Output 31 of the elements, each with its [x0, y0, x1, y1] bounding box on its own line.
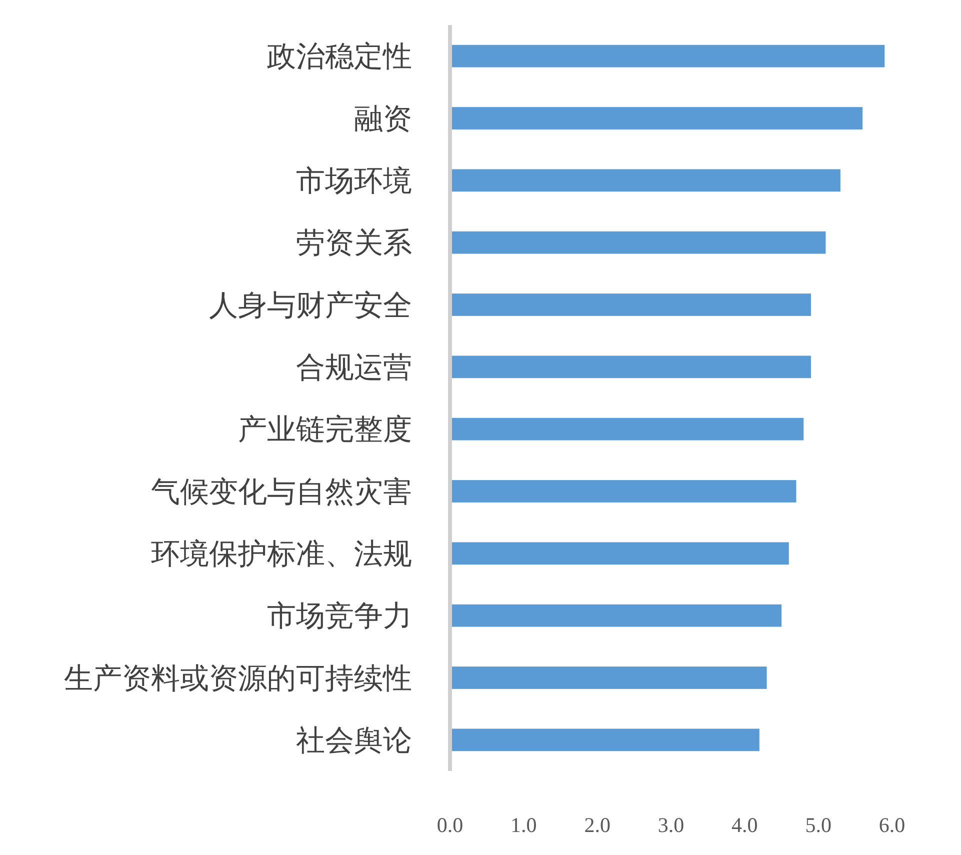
- bar: [450, 107, 863, 130]
- bar: [450, 356, 811, 378]
- bar: [450, 294, 811, 316]
- x-tick-label: 0.0: [436, 813, 464, 837]
- y-tick-label: 融资: [354, 101, 412, 136]
- y-tick-label: 市场环境: [296, 163, 412, 198]
- y-tick-label: 市场竞争力: [267, 598, 412, 633]
- y-tick-label: 劳资关系: [296, 226, 412, 260]
- y-tick-label: 人身与财产安全: [209, 288, 412, 322]
- bar: [450, 542, 789, 565]
- y-tick-label: 环境保护标准、法规: [151, 536, 412, 570]
- x-tick-label: 6.0: [878, 813, 906, 837]
- x-tick-label: 1.0: [510, 813, 537, 837]
- x-tick-label: 3.0: [658, 813, 684, 837]
- bar: [450, 231, 826, 254]
- x-tick-label: 5.0: [805, 813, 832, 837]
- x-tick-label: 2.0: [584, 813, 610, 837]
- bar: [450, 418, 804, 440]
- bar: [450, 44, 885, 68]
- y-tick-label: 气候变化与自然灾害: [151, 474, 412, 508]
- x-tick-label: 4.0: [732, 813, 758, 837]
- y-tick-label: 社会舆论: [296, 722, 412, 757]
- bar: [450, 604, 782, 627]
- y-tick-label: 政治稳定性: [267, 39, 412, 74]
- y-tick-label: 合规运营: [296, 350, 412, 384]
- y-tick-label: 生产资料或资源的可持续性: [64, 660, 412, 695]
- bar: [450, 169, 840, 192]
- bar: [450, 728, 760, 752]
- bar: [450, 666, 767, 689]
- y-tick-label: 产业链完整度: [238, 412, 412, 446]
- bar: [450, 480, 796, 502]
